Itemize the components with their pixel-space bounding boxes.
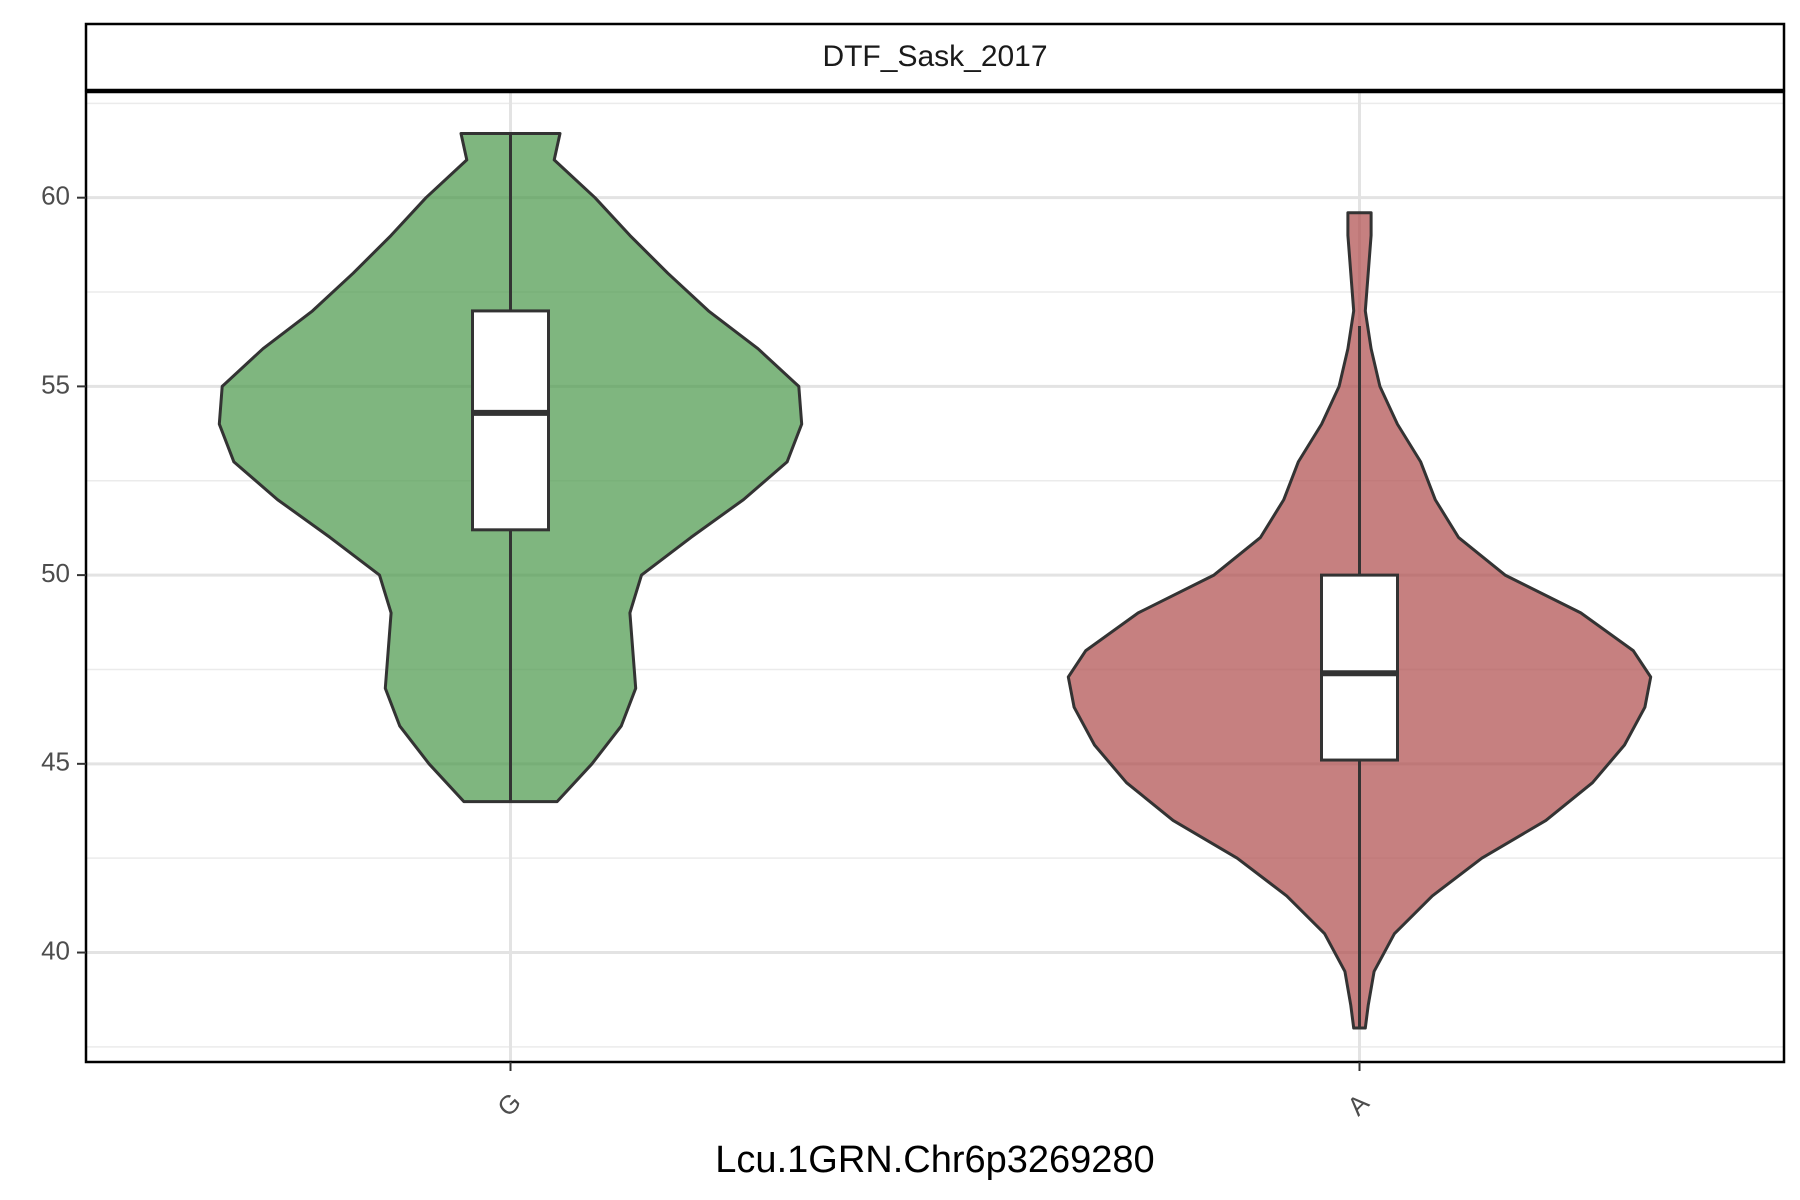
panel-background	[86, 92, 1784, 1062]
y-axis: 40 45 50 55 60	[41, 181, 86, 965]
facet-strip-label: DTF_Sask_2017	[822, 40, 1047, 73]
y-tick-label: 40	[41, 935, 70, 965]
panel-border	[84, 90, 1786, 1064]
x-tick-label: A	[1341, 1087, 1375, 1121]
facet-strip-box	[84, 22, 1786, 92]
y-tick-label: 45	[41, 747, 70, 777]
box-G	[471, 309, 550, 532]
boxplots	[471, 133, 1399, 1029]
y-tick-label: 50	[41, 558, 70, 588]
facet-strip: DTF_Sask_2017	[84, 22, 1786, 92]
y-tick-label: 60	[41, 181, 70, 211]
y-tick-label: 55	[41, 369, 70, 399]
x-axis-title: Lcu.1GRN.Chr6p3269280	[715, 1139, 1154, 1181]
box-A	[1320, 573, 1399, 762]
x-tick-label: G	[491, 1087, 527, 1123]
